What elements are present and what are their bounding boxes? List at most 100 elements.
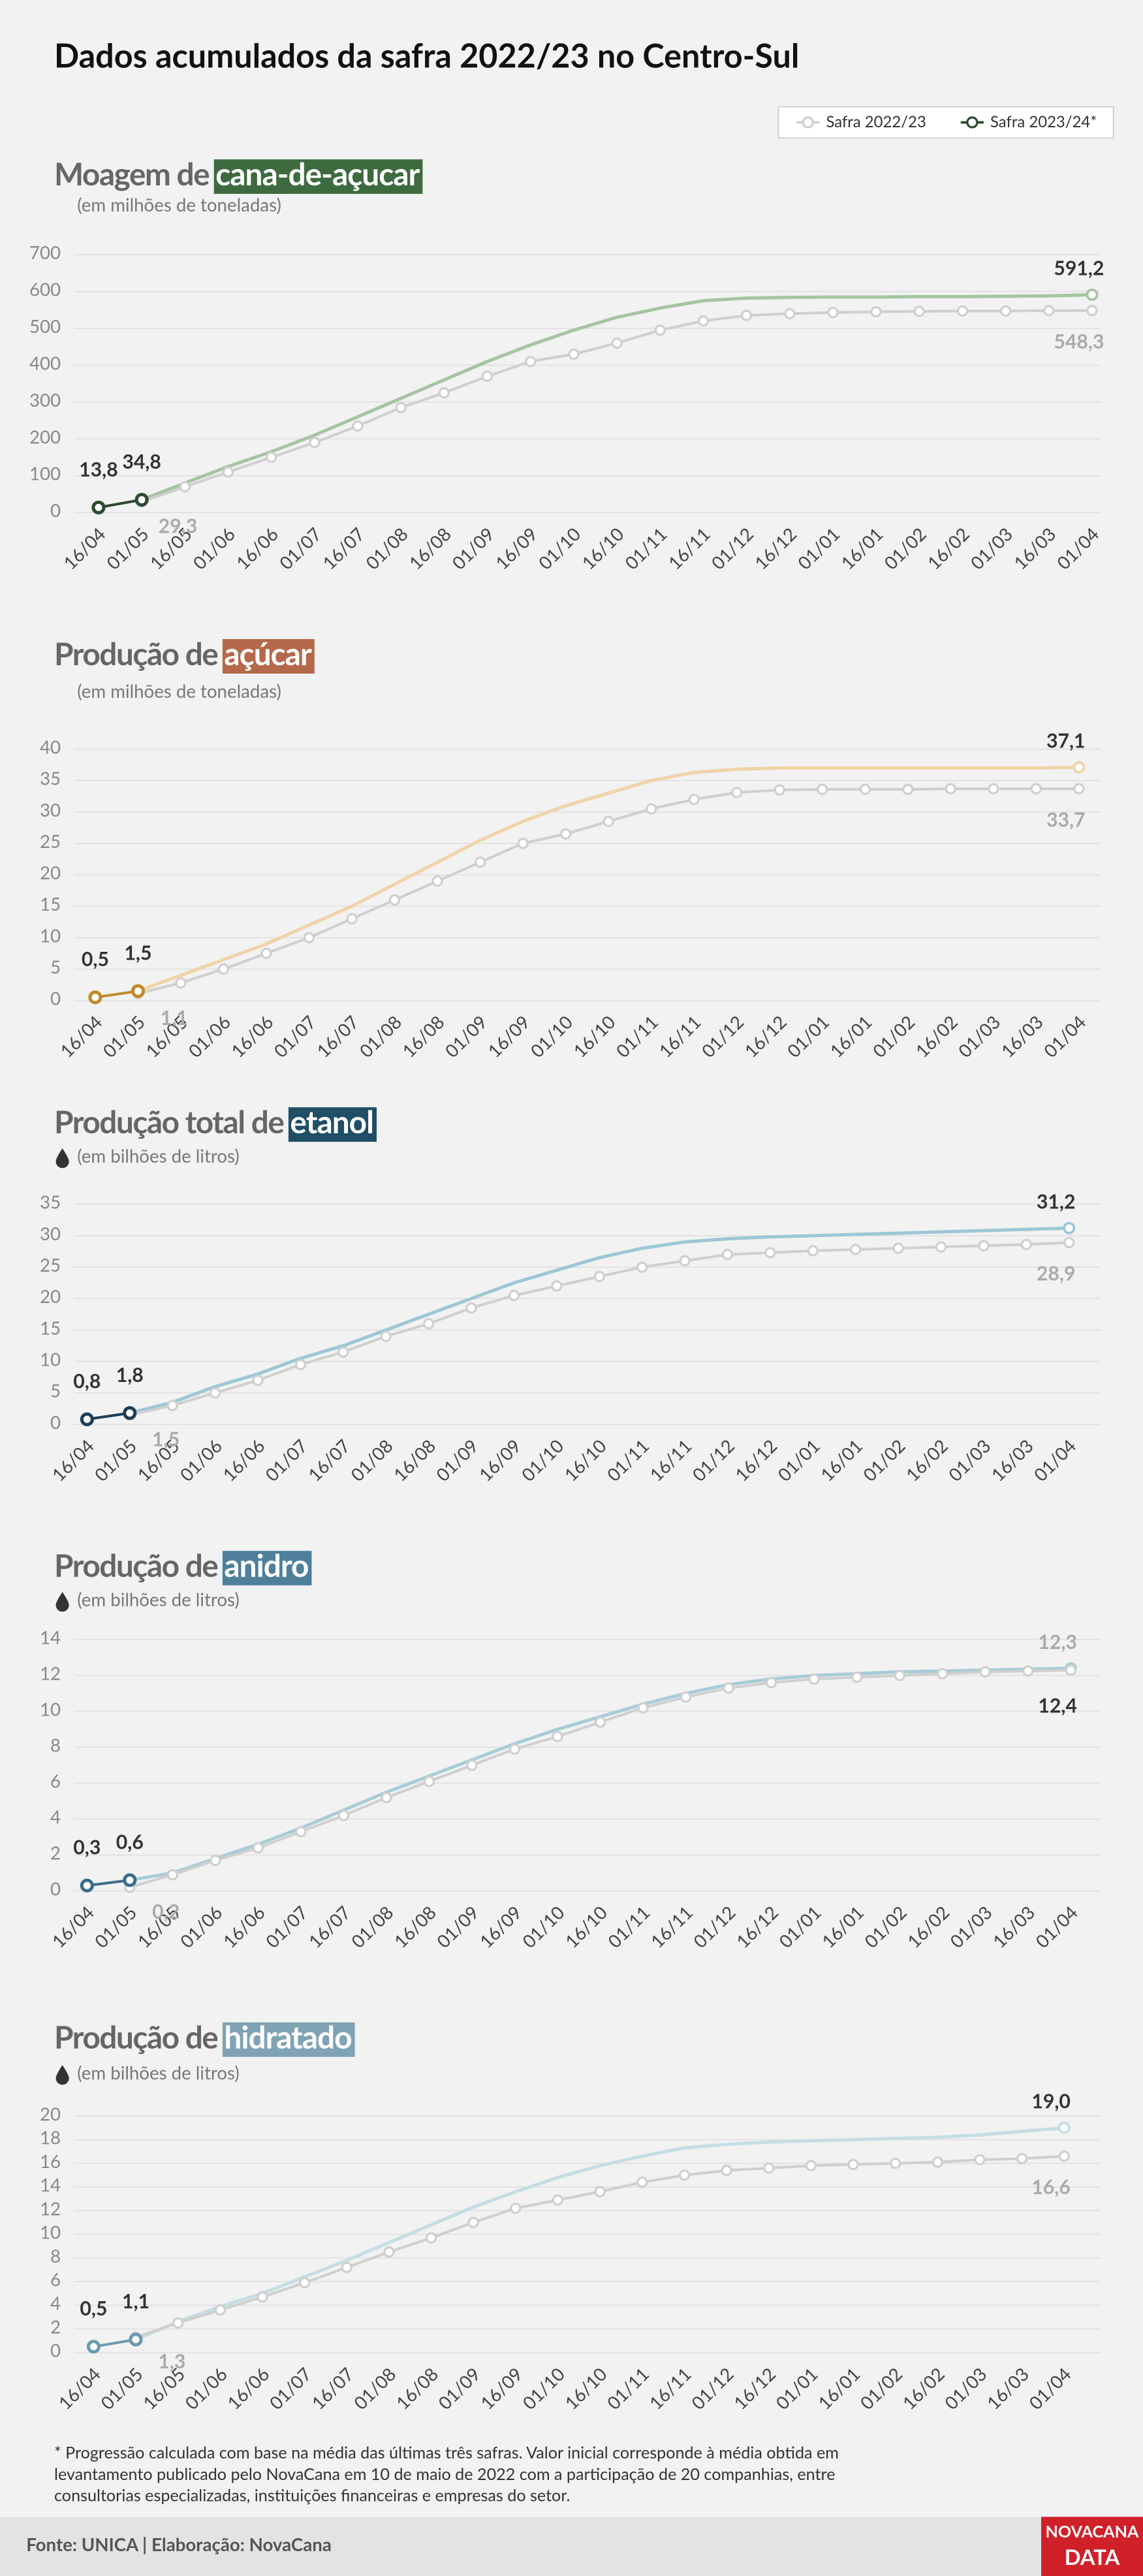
point (807, 1245, 819, 1257)
point (222, 466, 234, 478)
y-tick-label: 500 (29, 315, 61, 337)
y-tick-label: 15 (40, 1317, 61, 1338)
y-tick-label: 14 (40, 1627, 61, 1648)
series-line (93, 2338, 136, 2348)
point (847, 2158, 859, 2171)
series-line (95, 990, 138, 999)
point (937, 1668, 948, 1680)
point (850, 1244, 862, 1255)
point (1020, 1238, 1033, 1251)
y-tick-label: 30 (40, 1223, 61, 1244)
point (346, 913, 358, 925)
point (763, 2162, 775, 2174)
end-point (1073, 761, 1086, 774)
series-line (87, 1879, 131, 1887)
y-tick-label: 400 (29, 352, 61, 373)
point (688, 793, 700, 806)
drop-icon (55, 1148, 69, 1169)
y-tick-label: 6 (50, 1770, 61, 1792)
legend-label: Safra 2022/23 (826, 112, 926, 131)
point (935, 1241, 947, 1253)
point (1063, 1236, 1075, 1249)
point (80, 1878, 94, 1893)
logo-top: NOVACANA (1045, 2522, 1139, 2541)
point (383, 2246, 395, 2258)
data-label: 33,7 (1046, 808, 1086, 831)
point (510, 2203, 522, 2214)
point (465, 1302, 477, 1314)
point (380, 1330, 392, 1342)
point (80, 1412, 94, 1426)
data-label: 591,2 (1054, 256, 1104, 279)
point (175, 977, 187, 989)
point (731, 787, 743, 798)
title-highlight-box (222, 638, 315, 674)
point (913, 306, 925, 317)
y-tick-label: 4 (50, 2292, 61, 2314)
y-tick-label: 600 (29, 279, 61, 300)
point (603, 815, 614, 827)
y-tick-label: 20 (40, 862, 61, 883)
point (1043, 305, 1055, 317)
point (1073, 783, 1085, 794)
point (808, 1673, 820, 1685)
y-tick-label: 12 (40, 1663, 61, 1684)
point (765, 1676, 777, 1689)
y-tick-label: 20 (40, 2103, 61, 2124)
point (423, 1776, 435, 1787)
point (559, 828, 572, 840)
y-tick-label: 700 (29, 242, 61, 263)
data-label: 37,1 (1046, 729, 1086, 752)
point (166, 1869, 179, 1881)
point (295, 1826, 307, 1838)
data-label: 0,5 (82, 947, 109, 971)
data-label: 28,9 (1037, 1262, 1076, 1285)
chart-title-highlight: anidro (224, 1547, 308, 1584)
y-tick-label: 8 (50, 2245, 61, 2267)
point (257, 2291, 268, 2303)
data-label: 12,4 (1038, 1694, 1077, 1718)
point (679, 1255, 691, 1267)
point (166, 1400, 178, 1411)
point (309, 437, 321, 448)
y-tick-label: 40 (40, 736, 61, 758)
data-label: 12,3 (1038, 1630, 1077, 1654)
y-tick-label: 25 (40, 830, 61, 852)
point (817, 783, 828, 795)
point (123, 1406, 137, 1421)
chart-subtitle: (em bilhões de litros) (77, 1145, 240, 1167)
point (945, 783, 957, 794)
point (341, 2261, 352, 2273)
series-line (141, 292, 1093, 501)
logo-bottom: DATA (1065, 2544, 1120, 2569)
point (974, 2154, 986, 2166)
footer-source: Fonte: UNICA | Elaboração: NovaCana (26, 2534, 332, 2555)
y-tick-label: 25 (40, 1254, 61, 1276)
point (91, 500, 106, 514)
point (252, 1374, 264, 1387)
y-tick-label: 8 (50, 1735, 61, 1756)
point (678, 2169, 691, 2181)
y-tick-label: 12 (40, 2197, 61, 2219)
y-tick-label: 0 (50, 499, 61, 521)
series-line (87, 1411, 131, 1421)
point (721, 1249, 734, 1261)
point (827, 307, 839, 319)
end-point (1057, 2122, 1071, 2134)
chart-title: Produção de (54, 2018, 218, 2056)
point (381, 1791, 392, 1804)
point (172, 2317, 184, 2329)
footnote-line: * Progressão calculada com base na média… (54, 2443, 839, 2462)
y-tick-label: 5 (50, 956, 61, 977)
point (740, 309, 753, 321)
chart-subtitle: (em bilhões de litros) (77, 1589, 240, 1610)
point (988, 783, 999, 794)
drop-icon (55, 2065, 69, 2085)
point (654, 324, 666, 336)
data-label: 1,8 (116, 1363, 144, 1387)
chart-subtitle: (em milhões de toneladas) (77, 194, 281, 215)
y-tick-label: 5 (50, 1380, 61, 1402)
data-label: 0,2 (152, 1900, 180, 1923)
